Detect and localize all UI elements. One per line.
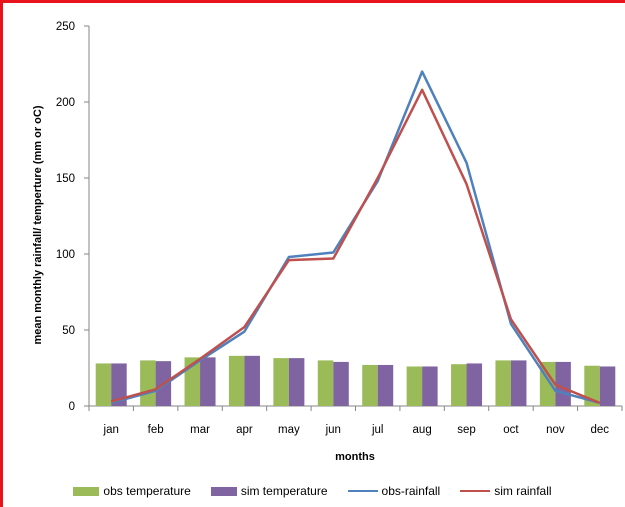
bar-sim-temperature-jun xyxy=(333,361,349,406)
legend-swatch-sim-rainfall xyxy=(460,489,491,493)
bar-sim-temperature-dec xyxy=(599,366,616,406)
bar-sim-temperature-mar xyxy=(200,357,216,406)
bar-sim-temperature-apr xyxy=(244,355,260,406)
bar-obs-temperature-oct xyxy=(495,360,511,406)
legend-label-sim-temperature: sim temperature xyxy=(240,484,328,498)
legend-label-obs-rainfall: obs-rainfall xyxy=(381,484,441,498)
bar-sim-temperature-nov xyxy=(555,361,571,406)
x-axis-title: months xyxy=(335,451,375,463)
legend-item-sim-rainfall: sim rainfall xyxy=(460,484,552,498)
bar-sim-temperature-oct xyxy=(510,360,527,406)
x-tick-label: jun xyxy=(325,424,341,436)
bar-obs-temperature-may xyxy=(273,358,289,406)
bar-sim-temperature-aug xyxy=(422,366,438,406)
x-tick-label: aug xyxy=(413,424,432,436)
x-tick-label: apr xyxy=(236,424,253,436)
x-tick-label: dec xyxy=(591,424,610,436)
y-tick-label: 50 xyxy=(62,325,75,337)
x-tick-label: jan xyxy=(103,424,119,436)
lines xyxy=(110,70,601,405)
x-axis: jan feb mar apr may jun jul aug sep oct nov dec xyxy=(88,405,623,436)
y-axis-title: mean monthly rainfall/ temperture (mm or… xyxy=(32,105,44,344)
bar-obs-temperature-nov xyxy=(539,361,556,406)
bar-obs-temperature-apr xyxy=(228,355,245,406)
line-sim-rainfall xyxy=(110,88,601,405)
y-tick-label: 200 xyxy=(56,97,75,109)
legend: obs temperature sim temperature obs-rain… xyxy=(0,484,625,498)
bar-obs-temperature-jan xyxy=(95,363,112,406)
x-tick-label: oct xyxy=(503,424,519,436)
x-tick-label: feb xyxy=(148,424,164,436)
y-tick-label: 0 xyxy=(69,401,75,413)
bar-sim-temperature-jul xyxy=(377,364,394,406)
y-tick-label: 150 xyxy=(56,173,75,185)
legend-item-obs-temperature: obs temperature xyxy=(73,484,191,498)
x-tick-label: nov xyxy=(546,424,565,436)
x-tick-label: may xyxy=(278,424,300,436)
legend-swatch-obs-rainfall xyxy=(347,489,378,493)
legend-label-obs-temperature: obs temperature xyxy=(103,484,191,498)
bar-sim-temperature-sep xyxy=(466,363,483,406)
legend-swatch-obs-temperature xyxy=(73,486,100,496)
bar-obs-temperature-aug xyxy=(406,366,423,406)
x-tick-label: mar xyxy=(190,424,210,436)
legend-item-sim-temperature: sim temperature xyxy=(210,484,328,498)
bar-obs-temperature-dec xyxy=(584,365,600,406)
x-tick-label: sep xyxy=(457,424,476,436)
bar-obs-temperature-jul xyxy=(362,364,378,406)
x-tick-label: jul xyxy=(371,424,384,436)
y-tick-label: 100 xyxy=(56,249,75,261)
legend-swatch-sim-temperature xyxy=(210,486,237,496)
bar-sim-temperature-may xyxy=(288,358,305,406)
bar-sim-temperature-jan xyxy=(111,363,127,406)
bar-obs-temperature-feb xyxy=(140,360,156,406)
line-obs-rainfall xyxy=(110,70,601,405)
bar-obs-temperature-sep xyxy=(451,364,467,406)
bar-obs-temperature-jun xyxy=(317,360,334,406)
y-axis: 0 50 100 150 200 250 xyxy=(56,21,90,413)
y-tick-label: 250 xyxy=(56,21,75,33)
legend-item-obs-rainfall: obs-rainfall xyxy=(347,484,441,498)
legend-label-sim-rainfall: sim rainfall xyxy=(494,484,552,498)
